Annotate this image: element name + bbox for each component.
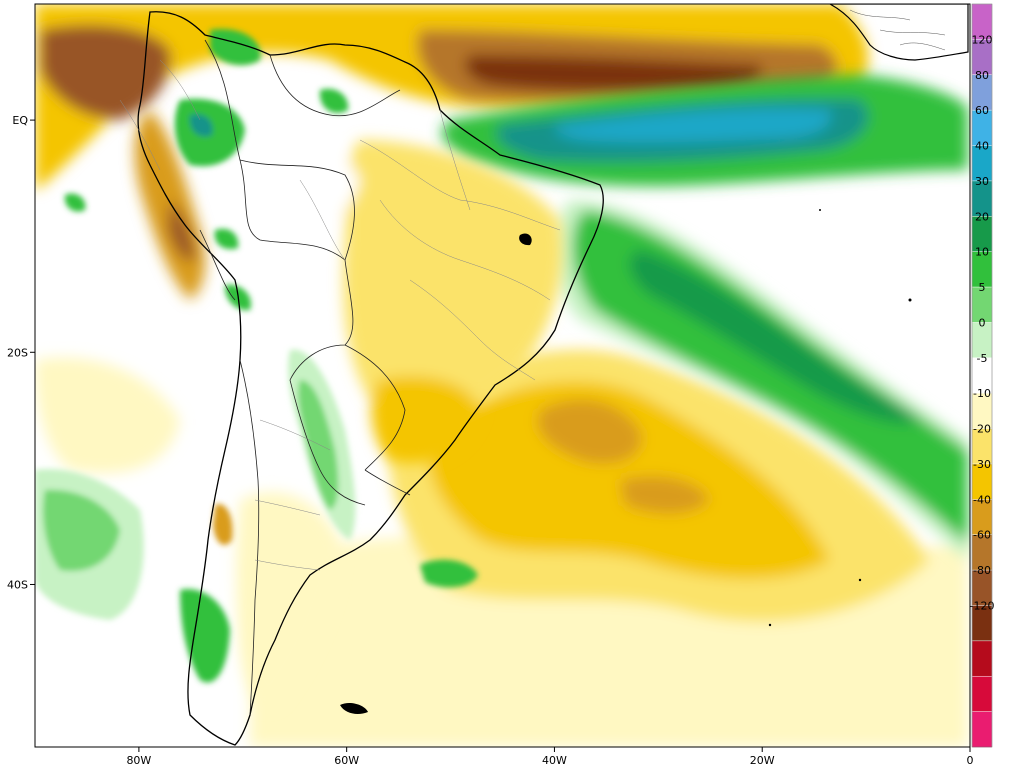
colorbar-swatch [971,711,993,748]
colorbar-label: -80 [973,564,991,577]
y-axis: EQ 20S 40S [7,114,35,591]
atlantic-small-green [420,559,478,588]
pampas-green [298,380,339,510]
colorbar-label: -10 [973,387,991,400]
colorbar-label: -20 [973,423,991,436]
x-tick-label: 80W [126,754,151,767]
sacz-dark-green [629,250,920,424]
y-tick-label: EQ [12,114,28,127]
amazon-wet [319,88,349,114]
x-axis: 80W 60W 40W 20W 0 [126,747,974,767]
x-tick-label: 0 [967,754,974,767]
country-borders [199,39,411,716]
colorbar-label: -120 [970,599,995,612]
colorbar-label: 80 [975,69,989,82]
north-dry-band-dark [465,55,762,92]
south-america-coastline [137,11,604,746]
south-atlantic-dark-gold-2 [620,476,710,514]
colorbar-label: 30 [975,175,989,188]
northwest-ocean-wet [64,193,86,212]
colorbar-label: 0 [979,316,986,329]
x-tick-label: 40W [542,754,567,767]
colorbar-label: -5 [977,352,988,365]
colorbar-label: 120 [972,33,993,46]
africa-coastline [829,4,969,61]
x-tick-label: 20W [750,754,775,767]
colorbar-label: 40 [975,140,989,153]
amazon-white [226,127,360,242]
southwest-pacific-light [35,357,180,474]
northwest-brown [40,25,171,120]
colorbar-frame [971,3,993,748]
colorbar: 120 80 60 40 30 20 10 5 0 -5 -10 -20 -30 -40 -60 -80 -12… [970,3,995,748]
patagonia-light [236,492,340,707]
itcz-wet-blue [555,108,831,143]
island-markers [340,209,912,714]
state-borders [119,59,561,571]
chile-central-dry [213,504,233,545]
colorbar-label: 20 [975,210,989,223]
colorbar-swatch [971,675,993,713]
southeast-brazil-gold [371,376,480,463]
andes-dark [168,200,195,261]
anomaly-field [35,4,970,747]
colorbar-swatch [971,640,993,677]
chile-south-green [180,589,230,683]
colorbar-label: -60 [973,529,991,542]
south-atlantic-dark-gold [537,399,642,464]
colorbar-label: 5 [979,281,986,294]
plot-frame [34,3,971,748]
colorbar-label: -40 [973,493,991,506]
y-tick-label: 20S [7,346,28,359]
venezuela-wet [210,29,261,66]
bolivia-wet [214,228,239,250]
colorbar-label: 10 [975,246,989,259]
central-brazil-yellow [343,140,563,418]
x-tick-label: 60W [334,754,359,767]
colorbar-label: 60 [975,104,989,117]
y-tick-label: 40S [7,578,28,591]
colombia-teal [189,114,213,137]
colorbar-label: -30 [973,458,991,471]
africa-borders [849,9,946,51]
pacific-west-green [43,489,120,571]
